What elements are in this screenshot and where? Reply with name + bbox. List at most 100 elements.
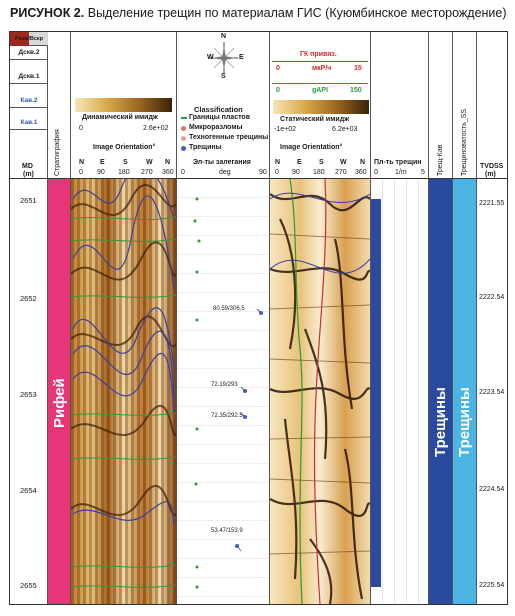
fracture-cav-label: Трещ-Кав bbox=[437, 144, 444, 176]
static-orientation: Image Orientation° bbox=[280, 144, 343, 151]
static-tickval-90: 90 bbox=[292, 169, 300, 176]
microfault-icon bbox=[181, 126, 186, 131]
md-unit: (m) bbox=[23, 171, 34, 178]
static-tick-s: S bbox=[319, 159, 324, 166]
dyn-tickval-360: 360 bbox=[162, 169, 174, 176]
gk-title: ГК привяз. bbox=[300, 51, 337, 58]
md-depth: 2652 bbox=[20, 294, 37, 303]
gk-max: 15 bbox=[354, 65, 362, 72]
static-max: 6.2e+03 bbox=[332, 126, 358, 133]
fracture-cav-fill bbox=[429, 179, 452, 604]
density-bar bbox=[371, 199, 381, 587]
static-image-track bbox=[270, 179, 370, 604]
dyn-tickval-90: 90 bbox=[97, 169, 105, 176]
dyn-tick-n2: N bbox=[165, 159, 171, 166]
legend-size-bit: Разм/Вскр bbox=[10, 32, 48, 46]
dip-annotation: 72.19/293 bbox=[211, 382, 238, 388]
static-image-svg bbox=[270, 179, 370, 604]
compass-w: W bbox=[207, 54, 214, 61]
static-tickval-360: 360 bbox=[355, 169, 367, 176]
strat-header-label: Стратиграфия bbox=[54, 129, 61, 176]
density-min: 0 bbox=[374, 169, 378, 176]
dip-track-plot: 80.59/306.5 72.19/293 72.35/292.5 53.47/… bbox=[177, 179, 269, 604]
dyn-tick-w: W bbox=[146, 159, 153, 166]
fracture-cav-column: Трещ-Кав Трещины bbox=[429, 32, 453, 604]
tvd-depth: 2222.54 bbox=[479, 294, 505, 301]
static-tick-n: N bbox=[275, 159, 281, 166]
dip-max: 90 bbox=[259, 169, 267, 176]
dyn-min: 0 bbox=[79, 125, 83, 132]
density-unit: 1/m bbox=[395, 169, 407, 176]
compass-icon bbox=[210, 42, 238, 74]
tvd-column: TVDSS (m) 2221.55 2222.54 2223.54 2224.5… bbox=[477, 32, 507, 604]
md-column: Разм/Вскр Дскв.2 Дскв.1 Кав.2 Кав.1 MD (… bbox=[10, 32, 48, 604]
dynamic-image-track bbox=[71, 179, 176, 604]
induced-fracture-icon bbox=[181, 136, 186, 141]
compass-n: N bbox=[221, 33, 227, 40]
dyn-orientation: Image Orientation° bbox=[93, 144, 156, 151]
dyn-tick-e: E bbox=[100, 159, 105, 166]
dynamic-image-column: Динамический имидж 0 2.6e+02 Image Orien… bbox=[71, 32, 177, 604]
density-plot bbox=[371, 179, 428, 604]
tvd-unit: (m) bbox=[485, 171, 496, 178]
tvd-depth: 2224.54 bbox=[479, 486, 505, 493]
md-depth: 2651 bbox=[20, 196, 37, 205]
caption-prefix: РИСУНОК 2. bbox=[10, 6, 85, 20]
dyn-tickval-180: 180 bbox=[118, 169, 130, 176]
compass-s: S bbox=[221, 73, 226, 80]
fracture-icon bbox=[181, 146, 186, 151]
tvd-label: TVDSS bbox=[480, 163, 504, 170]
dyn-colorbar bbox=[75, 98, 172, 112]
density-max: 5 bbox=[421, 169, 425, 176]
fracture-cav-text: Трещины bbox=[432, 387, 449, 457]
static-tickval-270: 270 bbox=[335, 169, 347, 176]
legend-dskv2: Дскв.2 bbox=[10, 46, 48, 60]
dip-column: N W E S Classification Границы пластов М… bbox=[177, 32, 270, 604]
dip-annotation: 53.47/153.9 bbox=[211, 528, 243, 534]
static-tick-w: W bbox=[340, 159, 347, 166]
static-min: -1e+02 bbox=[274, 126, 296, 133]
dyn-max: 2.6e+02 bbox=[143, 125, 169, 132]
static-tick-e: E bbox=[297, 159, 302, 166]
dyn-tick-s: S bbox=[123, 159, 128, 166]
strat-unit-label: Рифей bbox=[51, 378, 68, 428]
md-depth: 2653 bbox=[20, 390, 37, 399]
dip-plot-svg bbox=[193, 197, 263, 589]
compass-e: E bbox=[239, 54, 244, 61]
classification-title: Classification bbox=[194, 105, 243, 114]
static-title: Статический имидж bbox=[280, 116, 350, 123]
strat-column: Стратиграфия Рифей bbox=[48, 32, 71, 604]
gk-unit: мкР/ч bbox=[312, 65, 332, 72]
md-depth: 2654 bbox=[20, 486, 37, 495]
md-depth: 2655 bbox=[20, 581, 37, 590]
dip-min: 0 bbox=[181, 169, 185, 176]
gapi-curve bbox=[289, 179, 303, 604]
dip-annotation: 80.59/306.5 bbox=[213, 306, 245, 312]
dip-annotation: 72.35/292.5 bbox=[211, 413, 243, 419]
dip-unit: deg bbox=[219, 169, 231, 176]
dyn-tickval-0: 0 bbox=[79, 169, 83, 176]
gapi-scale-line bbox=[272, 83, 368, 84]
fracture-porosity-column: Трещиноватость_SS Трещины bbox=[453, 32, 477, 604]
dynamic-image-svg bbox=[71, 179, 176, 604]
fracture-tadpoles bbox=[235, 308, 263, 552]
md-label: MD bbox=[22, 163, 33, 170]
gapi-unit: gAPI bbox=[312, 87, 328, 94]
tvd-depth: 2221.55 bbox=[479, 200, 505, 207]
fracture-porosity-label: Трещиноватость_SS bbox=[461, 108, 468, 176]
strat-unit-fill bbox=[48, 179, 70, 604]
figure-caption: РИСУНОК 2. Выделение трещин по материала… bbox=[10, 6, 507, 20]
bed-boundary-icon bbox=[181, 117, 187, 119]
fracture-density-column: Пл-ть трещин 0 1/m 5 bbox=[371, 32, 429, 604]
legend-kav2: Кав.2 bbox=[10, 94, 48, 108]
static-tick-n2: N bbox=[360, 159, 366, 166]
log-panel: Разм/Вскр Дскв.2 Дскв.1 Кав.2 Кав.1 MD (… bbox=[9, 31, 508, 605]
fracture-porosity-fill bbox=[453, 179, 476, 604]
dip-title: Эл-ты залегания bbox=[193, 159, 251, 166]
static-tickval-0: 0 bbox=[275, 169, 279, 176]
bed-boundary-points bbox=[193, 197, 201, 589]
gk-min: 0 bbox=[276, 65, 280, 72]
gapi-min: 0 bbox=[276, 87, 280, 94]
legend-dskv1: Дскв.1 bbox=[10, 70, 48, 84]
header-divider bbox=[10, 178, 507, 179]
